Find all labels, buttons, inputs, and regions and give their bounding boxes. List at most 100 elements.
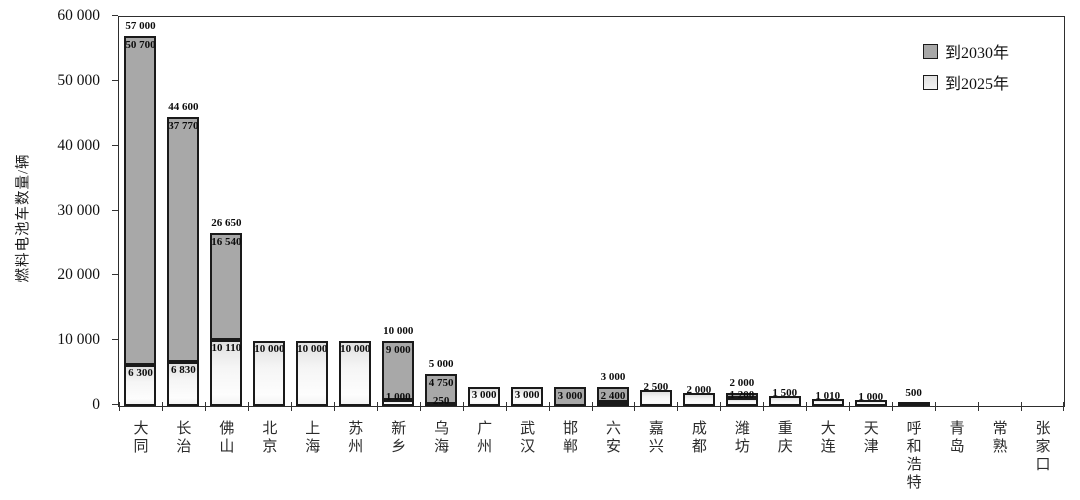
bar-segment-2025: [124, 365, 157, 406]
x-category-label: 嘉兴: [646, 420, 663, 456]
x-tick-mark: [505, 402, 507, 411]
bar-2025-label: 1 000: [858, 390, 884, 403]
legend: 到2030年 到2025年: [922, 39, 1009, 94]
bar-segment-2030: [210, 233, 243, 341]
y-axis: 0 10 000 20 000 30 000 40 000 50 000 60 000: [0, 7, 118, 413]
legend-swatch-2030-icon: [922, 43, 938, 59]
x-tick-mark: [1063, 402, 1064, 411]
legend-item-2025: 到2025年: [922, 70, 1009, 94]
bar-segment-2025: [811, 399, 844, 406]
bar-2025-label: 1 000: [385, 390, 411, 403]
bar-segment-2030: [167, 116, 200, 362]
y-tick-mark: [112, 144, 118, 146]
bar-segment-2025: [253, 341, 286, 406]
legend-label-2025: 到2025年: [944, 76, 1009, 93]
x-category-label: 新乡: [389, 420, 406, 456]
x-category-label: 六安: [603, 420, 620, 456]
x-tick-mark: [935, 402, 937, 411]
x-tick-mark: [119, 402, 120, 411]
x-tick-mark: [204, 402, 206, 411]
legend-item-2030: 到2030年: [922, 39, 1009, 63]
y-tick-mark: [112, 79, 118, 81]
y-tick-label: 30 000: [57, 201, 100, 219]
bar-2025-label: 3 000: [471, 388, 497, 401]
bar-total-label: 10 000: [383, 325, 414, 338]
x-category-label: 武汉: [518, 420, 535, 456]
bar-segment-2025: [725, 398, 758, 406]
bar-2030-label: 4 750: [428, 376, 454, 389]
x-category-label: 邯郸: [561, 420, 578, 456]
bar-2025-label: 10 000: [297, 343, 328, 356]
bar-2030-label: 37 770: [168, 119, 199, 132]
x-category-label: 青岛: [947, 420, 964, 456]
y-tick-mark: [112, 404, 118, 405]
x-category-label: 大连: [818, 420, 835, 456]
x-category-label: 上海: [303, 420, 320, 456]
x-tick-mark: [247, 402, 249, 411]
x-category-label: 大同: [131, 420, 148, 456]
y-tick-mark: [112, 339, 118, 341]
x-tick-mark: [1021, 402, 1023, 411]
bar-segment-2030: [124, 36, 157, 366]
x-tick-mark: [376, 402, 378, 411]
x-category-label: 苏州: [346, 420, 363, 456]
y-tick-label: 20 000: [57, 266, 100, 284]
x-category-label: 长治: [174, 420, 191, 456]
y-tick-mark: [112, 209, 118, 211]
bar-2025-label: 2 000: [686, 384, 712, 397]
x-tick-mark: [591, 402, 593, 411]
bar-2025-label: 10 000: [340, 343, 371, 356]
legend-swatch-2025-icon: [922, 74, 938, 90]
x-category-label: 广州: [475, 420, 492, 456]
bar-2030-label: 9 000: [385, 344, 411, 357]
x-tick-mark: [720, 402, 722, 411]
x-category-label: 佛山: [217, 420, 234, 456]
bar-total-label: 500: [905, 386, 922, 399]
x-category-label: 张家口: [1033, 420, 1050, 474]
x-tick-mark: [806, 402, 808, 411]
y-tick-label: 10 000: [57, 331, 100, 349]
bar-2030-label: 2 400: [600, 389, 626, 402]
bar-2030-label: 16 540: [211, 236, 242, 249]
bar-2030-label: 50 700: [125, 39, 156, 52]
bar-2025-label: 10 110: [211, 342, 242, 355]
bar-total-label: 2 000: [729, 377, 755, 390]
x-tick-mark: [419, 402, 421, 411]
bar-2025-label: 250: [432, 395, 450, 408]
bar-2025-label: 6 300: [128, 367, 153, 380]
bar-segment-2025: [596, 402, 629, 406]
x-tick-mark: [849, 402, 851, 411]
bar-segment-2030: [897, 402, 930, 406]
bar-segment-2030: [382, 341, 415, 400]
x-tick-mark: [161, 402, 163, 411]
bar-2025-label: 1 200: [729, 389, 755, 402]
x-axis-labels: 大同 长治 佛山 北京 上海 苏州 新乡 乌海 广州 武汉 邯郸 六安 嘉兴 成都 潍坊 重庆 大连 天津 呼和浩特…: [118, 414, 1063, 500]
bar-total-label: 44 600: [168, 100, 199, 113]
bar-total-label: 5 000: [428, 357, 454, 370]
x-tick-mark: [677, 402, 679, 411]
x-tick-mark: [333, 402, 335, 411]
bar-segment-2025: [468, 386, 501, 406]
legend-label-2030: 到2030年: [944, 45, 1009, 62]
bar-2025-label: 6 830: [171, 363, 196, 376]
bar-segment-2025: [382, 399, 415, 406]
x-category-label: 乌海: [432, 420, 449, 456]
x-category-label: 北京: [260, 420, 277, 456]
bar-2030-label: 3 000: [557, 389, 583, 402]
x-category-label: 潍坊: [732, 420, 749, 456]
x-tick-mark: [634, 402, 636, 411]
y-tick-label: 50 000: [57, 71, 100, 89]
x-category-label: 天津: [861, 420, 878, 456]
x-tick-mark: [978, 402, 980, 411]
bar-segment-2025: [296, 341, 329, 406]
bar-segment-2025: [210, 340, 243, 406]
bar-2025-label: 3 000: [514, 388, 540, 401]
bar-segment-2030: [596, 386, 629, 403]
bar-segment-2025: [339, 341, 372, 406]
bar-segment-2030: [554, 386, 587, 406]
bar-total-label: 57 000: [125, 20, 156, 33]
bar-2025-label: 1 010: [815, 390, 841, 403]
x-tick-mark: [548, 402, 550, 411]
bar-total-label: 26 650: [211, 217, 242, 230]
bar-2025-label: 1 500: [772, 387, 798, 400]
